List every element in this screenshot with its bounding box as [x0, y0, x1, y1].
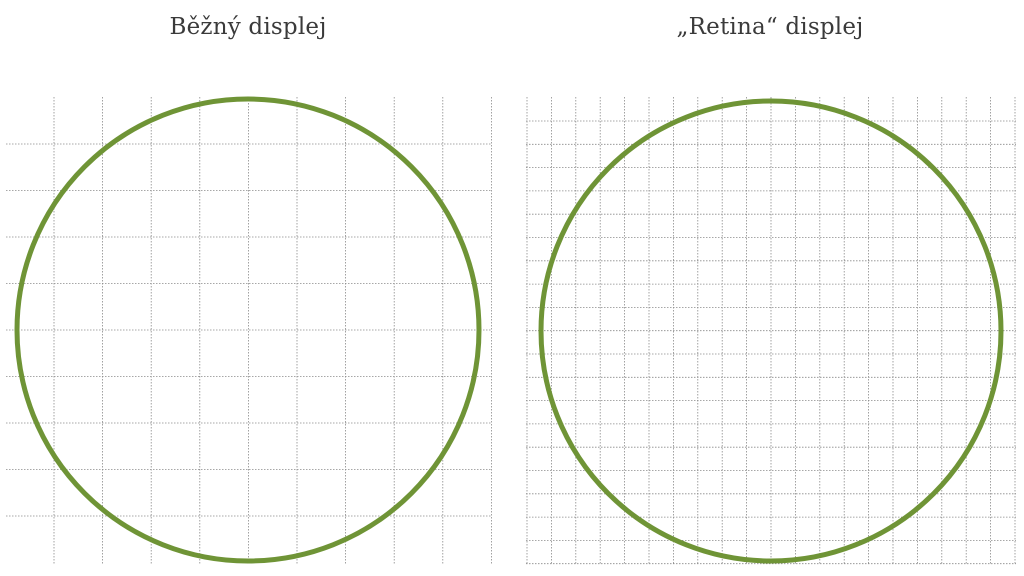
standard-display-title: Běžný displej [169, 14, 327, 40]
retina-display-circle [538, 98, 1004, 564]
retina-pixel-grid [526, 97, 1016, 565]
standard-pixel-grid [6, 97, 492, 565]
retina-display-title: „Retina“ displej [676, 14, 864, 40]
standard-display-circle [14, 96, 482, 564]
